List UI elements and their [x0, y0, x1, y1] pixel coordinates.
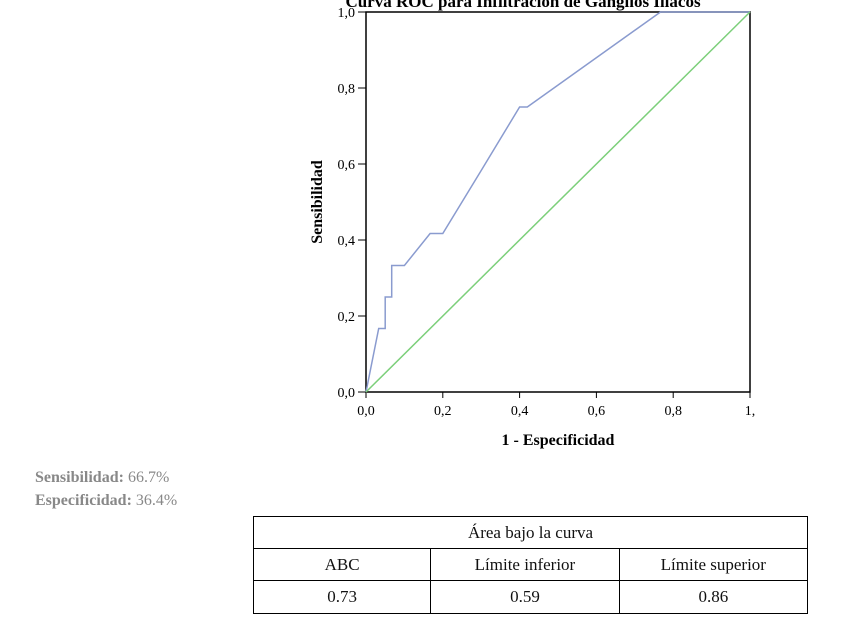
y-tick-label: 0,0 — [338, 386, 356, 401]
y-tick-label: 0,6 — [338, 158, 356, 173]
auc-table-title: Área bajo la curva — [253, 516, 808, 549]
x-tick-label: 0,0 — [357, 404, 375, 419]
plot-frame — [365, 11, 751, 393]
y-axis-title: Sensibilidad — [309, 160, 326, 244]
reference-line — [365, 11, 751, 393]
chart-title: Curva ROC para Infiltración de Ganglios … — [345, 0, 701, 11]
value-upper-limit: 0.86 — [618, 580, 809, 614]
value-lower-limit: 0.59 — [430, 580, 620, 614]
x-tick-label: 1, — [745, 404, 756, 419]
auc-title-row: Área bajo la curva — [253, 516, 808, 549]
header-lower-limit: Límite inferior — [430, 548, 620, 581]
x-axis-title: 1 - Especificidad — [502, 432, 615, 449]
specificity-label: Especificidad: — [35, 492, 132, 509]
roc-curve-line — [365, 11, 750, 393]
auc-header-row: ABC Límite inferior Límite superior — [252, 548, 809, 581]
header-upper-limit: Límite superior — [618, 548, 809, 581]
x-tick-label: 0,2 — [434, 404, 452, 419]
x-tick-label: 0,8 — [664, 404, 682, 419]
sensitivity-label: Sensibilidad: — [35, 469, 124, 486]
auc-table: Área bajo la curva ABC Límite inferior L… — [252, 516, 809, 614]
y-tick-label: 0,8 — [338, 82, 356, 97]
x-tick-label: 0,6 — [588, 404, 606, 419]
specificity-line: Especificidad: 36.4% — [35, 489, 177, 512]
y-tick-label: 0,4 — [338, 234, 356, 249]
sensitivity-value: 66.7% — [123, 469, 170, 486]
y-tick-label: 0,2 — [338, 310, 356, 325]
y-tick-label: 1,0 — [338, 6, 356, 21]
x-tick-label: 0,4 — [511, 404, 529, 419]
series-group — [365, 11, 751, 393]
auc-value-row: 0.73 0.59 0.86 — [252, 580, 809, 614]
specificity-value: 36.4% — [131, 492, 178, 509]
stats-panel: Sensibilidad: 66.7% Especificidad: 36.4% — [35, 466, 177, 512]
value-abc: 0.73 — [252, 580, 432, 614]
roc-chart: Curva ROC para Infiltración de Ganglios … — [309, 0, 756, 449]
header-abc: ABC — [252, 548, 432, 581]
axis-ticks: 0,0 0,2 0,4 0,6 0,8 1, 0,0 0,2 0,4 0,6 0,8 1,0 — [338, 6, 756, 419]
sensitivity-line: Sensibilidad: 66.7% — [35, 466, 177, 489]
